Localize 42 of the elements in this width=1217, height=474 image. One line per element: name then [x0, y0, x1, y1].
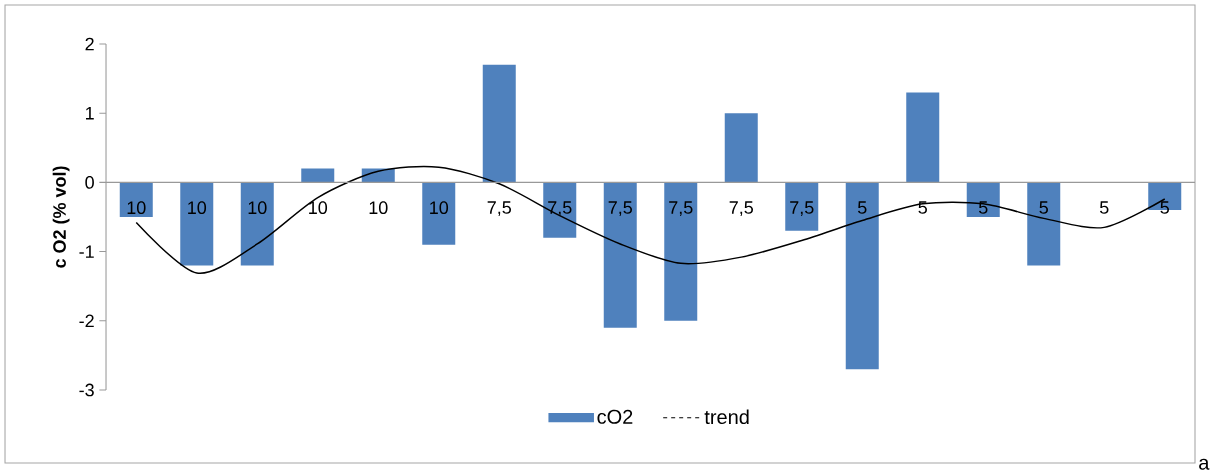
y-tick-label: 1 — [86, 107, 94, 120]
x-tick-label: 10 — [309, 201, 328, 215]
bar — [906, 92, 940, 183]
x-tick-label: 10 — [188, 201, 207, 215]
x-tick-label: 7,5 — [729, 201, 754, 217]
x-tick-label: 10 — [127, 201, 146, 215]
bar — [966, 182, 1000, 217]
bar — [240, 182, 274, 266]
bar — [664, 182, 698, 321]
y-tick-label: -3 — [79, 383, 94, 397]
x-tick-label: 5 — [857, 201, 867, 214]
x-tick-label: 10 — [430, 201, 449, 215]
bar — [422, 182, 456, 245]
x-tick-label: 7,5 — [487, 201, 512, 217]
bar — [1027, 182, 1061, 266]
bar — [785, 182, 819, 231]
bar — [119, 182, 153, 217]
x-tick-label: 7,5 — [608, 201, 633, 217]
legend-label: cO2 — [597, 409, 633, 424]
x-tick-label: 7,5 — [790, 201, 814, 217]
legend-label: trend — [704, 409, 749, 425]
bar — [845, 182, 879, 370]
bar — [301, 168, 335, 183]
x-tick-label: 5 — [978, 201, 988, 214]
x-tick-label: 5 — [1099, 201, 1109, 214]
text: a — [1199, 458, 1210, 470]
x-tick-label: 7,5 — [669, 201, 693, 217]
bar — [482, 64, 516, 183]
y-tick-label: 2 — [85, 37, 94, 51]
bar — [603, 182, 637, 328]
bar — [724, 113, 758, 183]
x-tick-label: 10 — [369, 201, 388, 215]
bar — [543, 182, 577, 238]
x-tick-label: 10 — [248, 201, 267, 215]
y-tick-label: 0 — [85, 176, 94, 189]
y-tick-label: -2 — [79, 314, 94, 328]
y-tick-label: -1 — [79, 245, 94, 258]
y-axis-title: c O2 (% vol) — [52, 166, 70, 268]
bar — [180, 182, 214, 266]
x-tick-label: 7,5 — [548, 201, 572, 217]
x-tick-label: 5 — [918, 201, 928, 214]
x-tick-label: 5 — [1039, 201, 1049, 214]
